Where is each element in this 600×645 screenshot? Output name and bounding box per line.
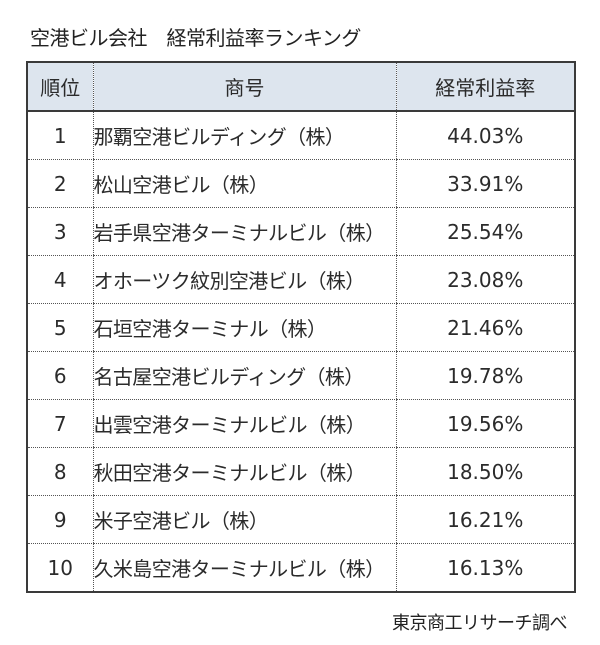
rank-cell: 1 — [27, 111, 93, 160]
source-note: 東京商工リサーチ調べ — [392, 613, 568, 634]
profit-rate-cell: 19.78% — [395, 351, 575, 400]
profit-rate-cell: 18.50% — [395, 447, 575, 496]
table-row: 4 オホーツク紋別空港ビル（株） 23.08% — [27, 255, 575, 304]
rank-cell: 2 — [27, 159, 93, 208]
ranking-table: 順位 商号 経常利益率 1 那覇空港ビルディング（株） 44.03% 2 松山空… — [26, 61, 576, 593]
profit-rate-cell: 23.08% — [395, 255, 575, 304]
table-row: 8 秋田空港ターミナルビル（株） 18.50% — [27, 447, 575, 496]
rank-cell: 9 — [27, 495, 93, 544]
profit-rate-cell: 21.46% — [395, 303, 575, 352]
rank-cell: 10 — [47, 555, 73, 580]
table-row: 1 那覇空港ビルディング（株） 44.03% — [27, 111, 575, 160]
profit-rate-cell: 19.56% — [395, 399, 575, 448]
company-name-cell: 石垣空港ターミナル（株） — [92, 303, 396, 352]
table-row: 5 石垣空港ターミナル（株） 21.46% — [27, 303, 575, 352]
profit-rate-cell: 33.91% — [395, 159, 575, 208]
company-name-cell: 久米島空港ターミナルビル（株） — [92, 543, 396, 592]
page-title: 空港ビル会社 経常利益率ランキング — [30, 26, 361, 50]
company-name-cell: 米子空港ビル（株） — [92, 495, 396, 544]
company-name-cell: 那覇空港ビルディング（株） — [92, 111, 396, 160]
column-header-name: 商号 — [92, 62, 396, 112]
column-header-rank: 順位 — [27, 62, 93, 112]
rank-cell: 3 — [27, 207, 93, 256]
column-header-rate: 経常利益率 — [395, 62, 575, 112]
table-row: 10 久米島空港ターミナルビル（株） 16.13% — [27, 543, 575, 592]
company-name-cell: 名古屋空港ビルディング（株） — [92, 351, 396, 400]
rank-cell: 7 — [27, 399, 93, 448]
table-row: 3 岩手県空港ターミナルビル（株） 25.54% — [27, 207, 575, 256]
rank-cell: 4 — [27, 255, 93, 304]
table-row: 7 出雲空港ターミナルビル（株） 19.56% — [27, 399, 575, 448]
rank-cell: 5 — [27, 303, 93, 352]
table-row: 6 名古屋空港ビルディング（株） 19.78% — [27, 351, 575, 400]
company-name-cell: 出雲空港ターミナルビル（株） — [92, 399, 396, 448]
rank-cell: 8 — [27, 447, 93, 496]
rank-cell: 6 — [27, 351, 93, 400]
profit-rate-cell: 16.13% — [395, 543, 575, 592]
company-name-cell: オホーツク紋別空港ビル（株） — [92, 255, 396, 304]
profit-rate-cell: 25.54% — [395, 207, 575, 256]
table-row: 9 米子空港ビル（株） 16.21% — [27, 495, 575, 544]
table-header-row: 順位 商号 経常利益率 — [27, 62, 575, 112]
company-name-cell: 岩手県空港ターミナルビル（株） — [92, 207, 396, 256]
company-name-cell: 松山空港ビル（株） — [92, 159, 396, 208]
profit-rate-cell: 44.03% — [395, 111, 575, 160]
profit-rate-cell: 16.21% — [395, 495, 575, 544]
table-row: 2 松山空港ビル（株） 33.91% — [27, 159, 575, 208]
company-name-cell: 秋田空港ターミナルビル（株） — [92, 447, 396, 496]
